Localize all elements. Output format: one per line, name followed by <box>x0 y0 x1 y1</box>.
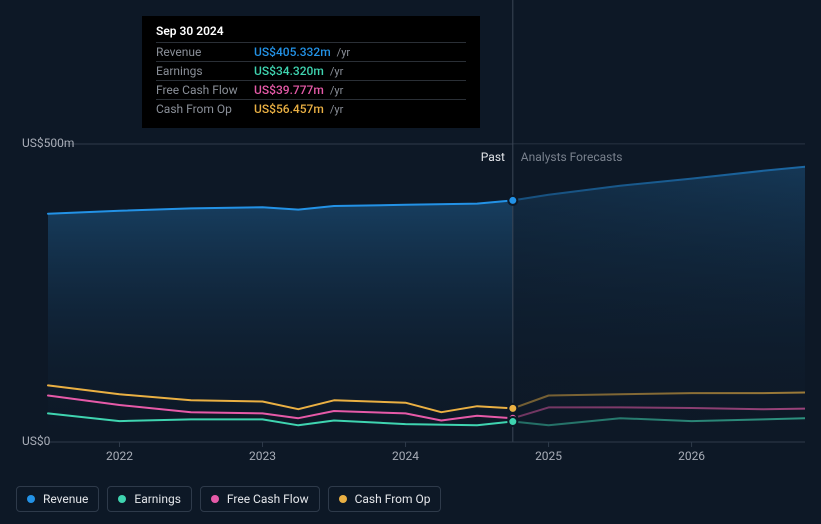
legend-dot <box>118 495 126 503</box>
tooltip-value: US$405.332m <box>254 45 331 59</box>
tooltip-row: Revenue US$405.332m/yr <box>156 42 466 61</box>
svg-text:2024: 2024 <box>392 449 419 463</box>
tooltip-value: US$39.777m <box>254 83 324 97</box>
legend-item-revenue[interactable]: Revenue <box>16 486 99 512</box>
legend-label: Free Cash Flow <box>227 492 309 506</box>
tooltip-label: Cash From Op <box>156 102 248 116</box>
svg-text:2022: 2022 <box>106 449 133 463</box>
tooltip-label: Earnings <box>156 64 248 78</box>
tooltip-unit: /yr <box>330 65 343 78</box>
svg-text:2023: 2023 <box>249 449 276 463</box>
legend-item-cash-from-op[interactable]: Cash From Op <box>328 486 442 512</box>
legend-dot <box>339 495 347 503</box>
legend-item-earnings[interactable]: Earnings <box>107 486 192 512</box>
tooltip-row: Free Cash Flow US$39.777m/yr <box>156 80 466 99</box>
tooltip: Sep 30 2024 RevenueUS$405.332m/yrEarning… <box>142 16 480 128</box>
legend: Revenue Earnings Free Cash Flow Cash From O… <box>16 486 441 512</box>
y-axis-label: US$0 <box>22 434 50 448</box>
tooltip-label: Free Cash Flow <box>156 83 248 97</box>
legend-label: Revenue <box>43 492 88 506</box>
tooltip-row: Earnings US$34.320m/yr <box>156 61 466 80</box>
tooltip-value: US$56.457m <box>254 102 324 116</box>
tooltip-row: Cash From Op US$56.457m/yr <box>156 99 466 118</box>
legend-label: Cash From Op <box>355 492 431 506</box>
tooltip-date: Sep 30 2024 <box>156 24 466 42</box>
section-label-forecast: Analysts Forecasts <box>521 150 623 164</box>
section-label-past: Past <box>481 150 505 164</box>
tooltip-label: Revenue <box>156 45 248 59</box>
svg-text:2026: 2026 <box>678 449 705 463</box>
svg-text:2025: 2025 <box>535 449 562 463</box>
y-axis-label: US$500m <box>22 136 74 150</box>
legend-label: Earnings <box>134 492 181 506</box>
tooltip-unit: /yr <box>337 46 350 59</box>
legend-dot <box>211 495 219 503</box>
tooltip-unit: /yr <box>330 84 343 97</box>
tooltip-unit: /yr <box>330 103 343 116</box>
legend-item-free-cash-flow[interactable]: Free Cash Flow <box>200 486 320 512</box>
tooltip-value: US$34.320m <box>254 64 324 78</box>
legend-dot <box>27 495 35 503</box>
